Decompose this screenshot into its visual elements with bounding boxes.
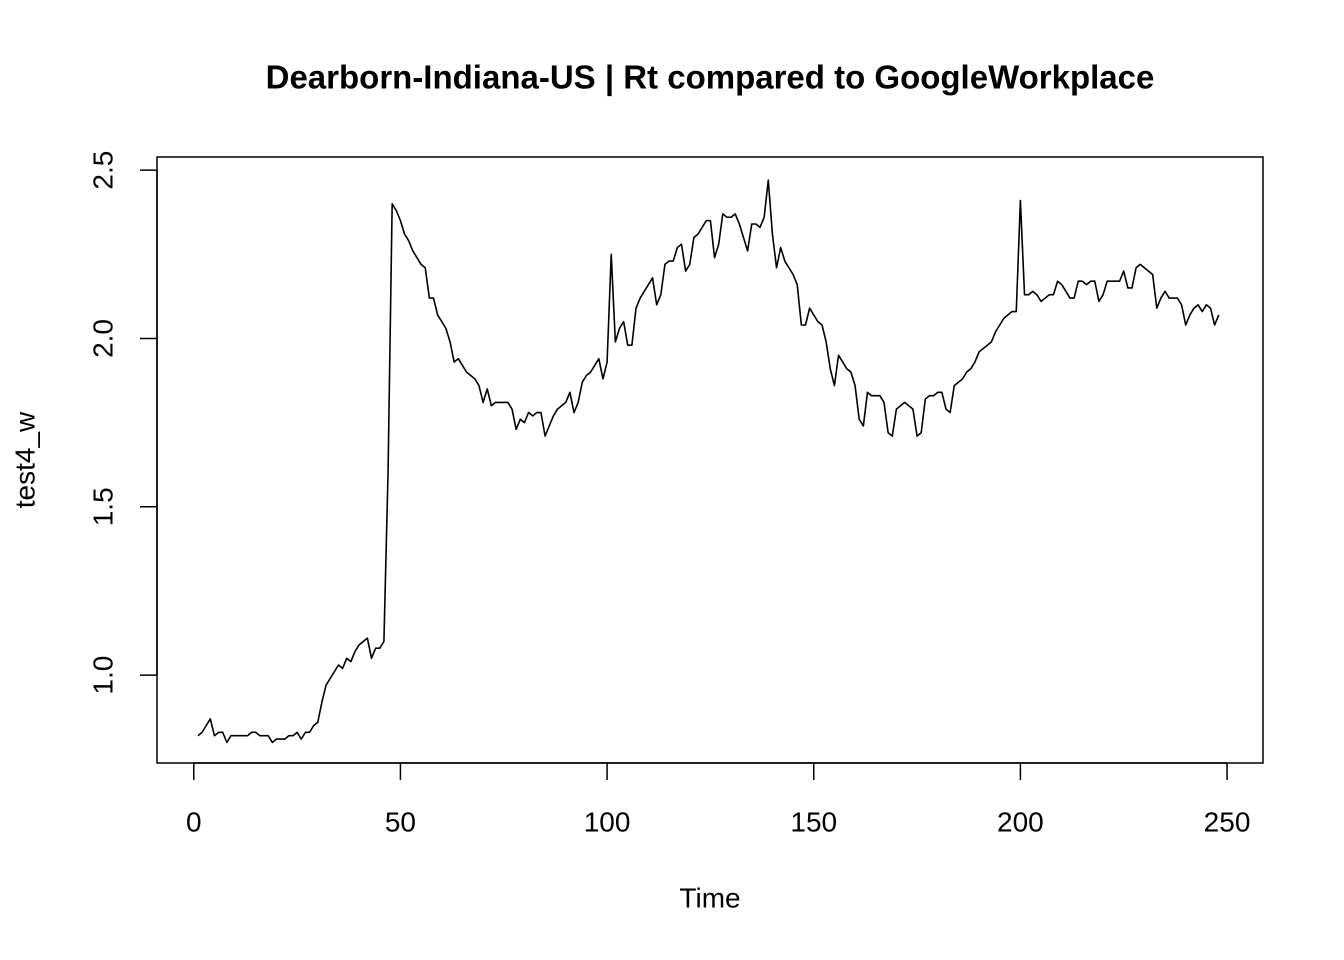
x-tick-label: 50 (385, 806, 416, 837)
x-axis-label: Time (679, 882, 740, 913)
x-tick-label: 250 (1204, 806, 1251, 837)
y-tick-label: 2.0 (87, 319, 118, 358)
x-tick-label: 150 (790, 806, 837, 837)
chart-title: Dearborn-Indiana-US | Rt compared to Goo… (266, 59, 1155, 96)
y-axis-label: test4_w (9, 411, 40, 508)
series-line (197, 179, 1220, 744)
y-tick-label: 1.5 (87, 487, 118, 526)
x-tick-label: 200 (997, 806, 1044, 837)
x-tick-label: 0 (186, 806, 202, 837)
x-tick-label: 100 (584, 806, 631, 837)
y-tick-label: 1.0 (87, 656, 118, 695)
y-tick-label: 2.5 (87, 151, 118, 190)
